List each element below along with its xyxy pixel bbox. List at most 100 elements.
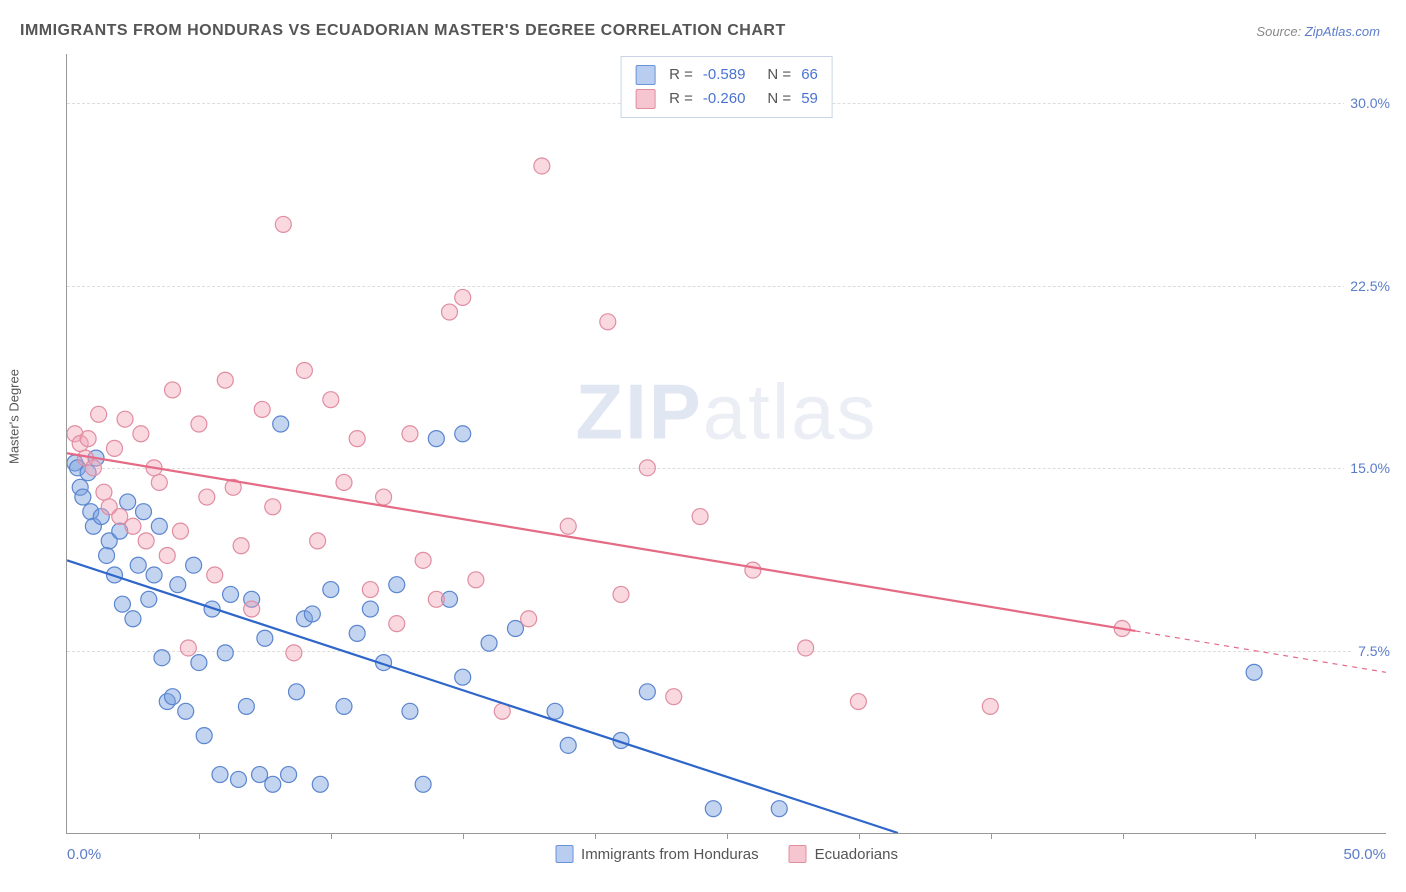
data-point (159, 547, 175, 563)
data-point (233, 538, 249, 554)
data-point (154, 650, 170, 666)
data-point (99, 547, 115, 563)
x-tick-mark (595, 833, 596, 839)
data-point (336, 474, 352, 490)
data-point (170, 577, 186, 593)
data-point (212, 767, 228, 783)
data-point (252, 767, 268, 783)
data-point (180, 640, 196, 656)
data-point (265, 776, 281, 792)
data-point (120, 494, 136, 510)
n-label: N = (767, 63, 791, 87)
trend-line (67, 453, 1135, 631)
x-axis-min-label: 0.0% (67, 846, 101, 863)
data-point (141, 591, 157, 607)
data-point (114, 596, 130, 612)
x-tick-mark (1123, 833, 1124, 839)
legend-swatch (555, 845, 573, 863)
data-point (138, 533, 154, 549)
data-point (151, 474, 167, 490)
r-label: R = (669, 87, 693, 111)
data-point (191, 416, 207, 432)
source-attribution: Source: ZipAtlas.com (1256, 24, 1380, 39)
data-point (336, 698, 352, 714)
data-point (85, 460, 101, 476)
data-point (402, 426, 418, 442)
data-point (362, 582, 378, 598)
legend-label: Immigrants from Honduras (581, 846, 759, 863)
legend-item: Immigrants from Honduras (555, 845, 759, 863)
data-point (771, 801, 787, 817)
data-point (178, 703, 194, 719)
data-point (428, 431, 444, 447)
data-point (80, 431, 96, 447)
data-point (547, 703, 563, 719)
data-point (613, 586, 629, 602)
data-point (217, 645, 233, 661)
data-point (639, 460, 655, 476)
data-point (600, 314, 616, 330)
data-point (207, 567, 223, 583)
plot-area: ZIPatlas R = -0.589 N = 66 R = -0.260 N … (66, 54, 1386, 834)
x-tick-mark (199, 833, 200, 839)
data-point (296, 362, 312, 378)
data-point (275, 216, 291, 232)
data-point (323, 392, 339, 408)
data-point (223, 586, 239, 602)
legend-label: Ecuadorians (815, 846, 898, 863)
data-point (289, 684, 305, 700)
data-point (165, 382, 181, 398)
data-point (705, 801, 721, 817)
data-point (982, 698, 998, 714)
data-point (349, 431, 365, 447)
x-tick-mark (1255, 833, 1256, 839)
data-point (244, 601, 260, 617)
chart-title: IMMIGRANTS FROM HONDURAS VS ECUADORIAN M… (20, 22, 786, 40)
source-label: Source: (1256, 24, 1301, 39)
data-point (349, 625, 365, 641)
data-point (798, 640, 814, 656)
data-point (362, 601, 378, 617)
data-point (521, 611, 537, 627)
x-tick-mark (463, 833, 464, 839)
data-point (254, 401, 270, 417)
series-legend: Immigrants from Honduras Ecuadorians (555, 845, 898, 863)
data-point (455, 426, 471, 442)
data-point (442, 304, 458, 320)
data-point (666, 689, 682, 705)
r-value: -0.589 (703, 63, 746, 87)
data-point (745, 562, 761, 578)
y-axis-label: Master's Degree (7, 369, 22, 464)
chart-container: Master's Degree ZIPatlas R = -0.589 N = … (20, 54, 1386, 874)
x-tick-mark (859, 833, 860, 839)
data-point (481, 635, 497, 651)
data-point (146, 567, 162, 583)
data-point (117, 411, 133, 427)
data-point (91, 406, 107, 422)
data-point (455, 669, 471, 685)
data-point (428, 591, 444, 607)
data-point (402, 703, 418, 719)
data-point (106, 440, 122, 456)
data-point (534, 158, 550, 174)
data-point (310, 533, 326, 549)
data-point (692, 509, 708, 525)
data-point (112, 509, 128, 525)
data-point (560, 518, 576, 534)
correlation-legend-row: R = -0.260 N = 59 (635, 87, 818, 111)
data-point (136, 504, 152, 520)
x-axis-max-label: 50.0% (1343, 846, 1386, 863)
data-point (389, 616, 405, 632)
data-point (281, 767, 297, 783)
r-label: R = (669, 63, 693, 87)
n-value: 59 (801, 87, 818, 111)
data-point (312, 776, 328, 792)
source-value: ZipAtlas.com (1305, 24, 1380, 39)
data-point (165, 689, 181, 705)
n-value: 66 (801, 63, 818, 87)
data-point (1246, 664, 1262, 680)
correlation-legend-row: R = -0.589 N = 66 (635, 63, 818, 87)
x-tick-mark (331, 833, 332, 839)
x-tick-mark (727, 833, 728, 839)
data-point (639, 684, 655, 700)
